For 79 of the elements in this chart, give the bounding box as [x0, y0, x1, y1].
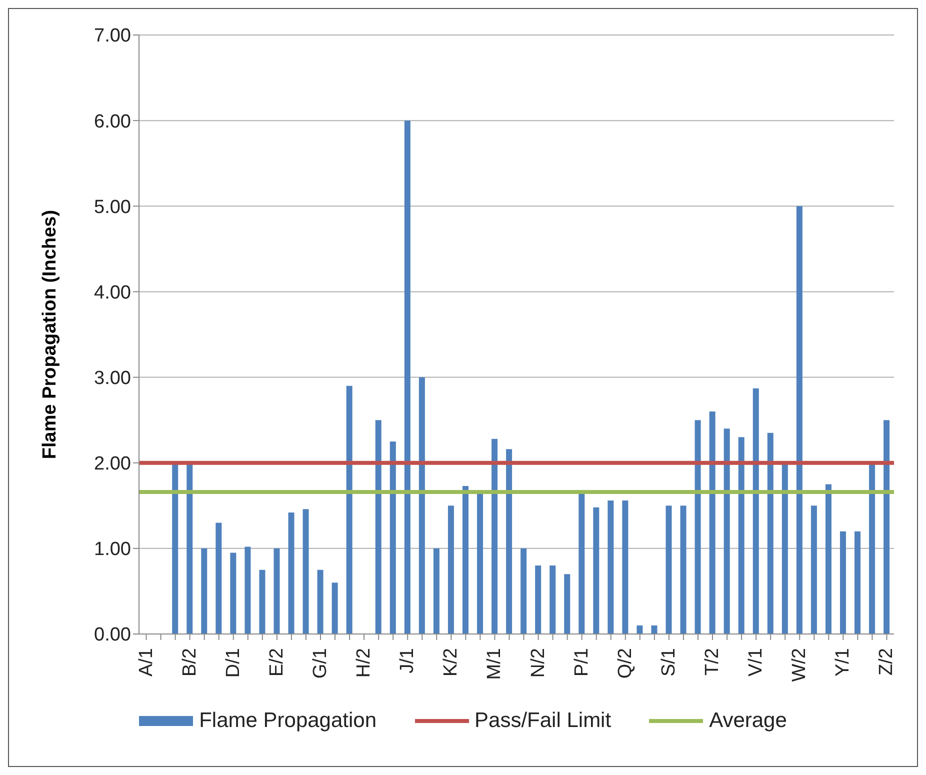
bar: [448, 506, 454, 634]
bar: [622, 500, 628, 634]
bar: [825, 484, 832, 634]
y-tick-label: 6.00: [94, 111, 131, 132]
y-axis-title: Flame Propagation (Inches): [40, 210, 61, 460]
legend-label: Average: [709, 709, 787, 733]
bar: [550, 566, 556, 634]
x-tick-label: A/1: [136, 648, 157, 677]
bar: [404, 120, 410, 634]
bar: [564, 574, 570, 634]
x-tick-label: B/2: [179, 648, 200, 677]
bar: [172, 462, 178, 634]
bar: [274, 548, 280, 634]
bar: [884, 420, 890, 634]
bar: [709, 412, 716, 634]
y-tick-label: 2.00: [94, 454, 131, 475]
bar: [724, 428, 730, 634]
bar: [520, 548, 527, 634]
bar: [433, 548, 440, 634]
bar: [418, 377, 425, 634]
bar: [259, 570, 266, 634]
x-tick-label: Z/2: [876, 648, 898, 676]
x-tick-label: J/1: [397, 648, 418, 674]
y-tick-label: 7.00: [94, 26, 131, 47]
bar: [869, 462, 876, 634]
bar: [332, 582, 338, 634]
y-tick-label: 3.00: [94, 368, 131, 390]
bar: [767, 432, 774, 634]
bar: [840, 531, 846, 634]
bar: [854, 531, 861, 634]
bar: [492, 438, 498, 634]
y-tick-label: 0.00: [94, 624, 131, 646]
x-tick-label: E/2: [266, 648, 288, 677]
bar: [782, 462, 788, 634]
x-tick-label: V/1: [746, 648, 767, 677]
bar: [302, 509, 309, 634]
bar: [317, 570, 324, 634]
bar: [636, 625, 643, 634]
y-tick-label: 5.00: [94, 196, 131, 218]
bar: [390, 441, 396, 634]
bar: [752, 388, 759, 634]
x-tick-label: W/2: [789, 648, 810, 682]
x-tick-label: N/2: [528, 648, 549, 678]
bar: [578, 492, 585, 634]
x-tick-label: S/1: [658, 648, 680, 677]
x-tick-label: H/2: [354, 648, 375, 678]
y-tick-label: 4.00: [94, 282, 131, 304]
bar: [462, 486, 468, 634]
y-tick-label: 1.00: [94, 539, 131, 560]
x-tick-label: Q/2: [614, 648, 636, 679]
bar: [694, 420, 701, 634]
bar: [506, 449, 512, 634]
bar: [201, 548, 208, 634]
bar: [738, 437, 744, 634]
bar: [680, 506, 686, 634]
bar: [288, 512, 294, 634]
bar: [230, 552, 236, 634]
legend-label: Flame Propagation: [199, 709, 377, 733]
bar: [346, 386, 352, 634]
x-tick-label: D/1: [222, 648, 244, 678]
bar: [535, 566, 542, 634]
bar: [477, 492, 484, 634]
legend-label: Pass/Fail Limit: [474, 709, 612, 733]
x-tick-label: P/1: [571, 648, 592, 677]
bar: [666, 506, 672, 634]
x-tick-label: T/2: [702, 648, 724, 676]
x-tick-label: M/1: [484, 648, 506, 680]
bar: [216, 522, 222, 634]
bar: [810, 506, 817, 634]
bar: [651, 625, 658, 634]
bar: [796, 206, 802, 634]
bar: [593, 507, 600, 634]
bar: [244, 546, 251, 634]
x-tick-label: K/2: [440, 648, 462, 677]
bar: [186, 462, 193, 634]
bar: [608, 500, 614, 634]
x-tick-label: G/1: [310, 648, 331, 679]
x-tick-label: Y/1: [832, 648, 854, 677]
bar: [375, 420, 382, 634]
